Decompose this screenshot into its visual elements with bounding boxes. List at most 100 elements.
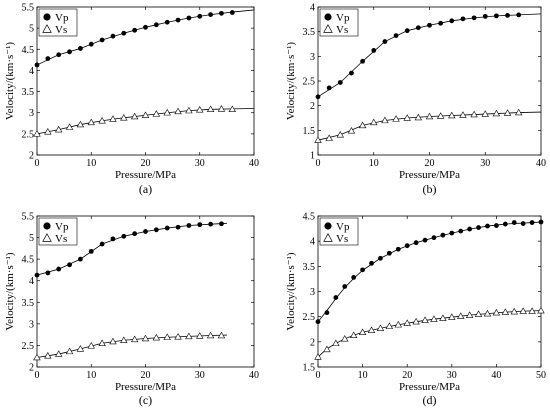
y-tick-label: 2.5 (303, 77, 316, 88)
data-point-vp (413, 240, 419, 246)
data-point-vs (130, 112, 139, 120)
data-point-vs (109, 115, 117, 122)
data-point-vp (143, 229, 148, 234)
data-point-vp (56, 266, 62, 272)
y-tick-label: 1.5 (303, 126, 316, 137)
data-point-vs (519, 307, 527, 314)
y-tick-label: 3 (310, 287, 315, 298)
y-axis-label: Velocity/(km·s⁻¹) (4, 252, 16, 330)
data-point-vp (197, 13, 203, 19)
data-point-vp (132, 27, 138, 33)
data-point-vp (438, 20, 444, 26)
legend-circle-marker (324, 222, 332, 230)
data-point-vs (141, 111, 150, 118)
data-point-vs (370, 118, 378, 126)
data-point-vp (186, 223, 192, 228)
data-point-vs (465, 311, 474, 318)
data-point-vs (481, 110, 489, 117)
data-point-vs (54, 125, 63, 133)
legend-circle-marker (43, 13, 51, 21)
data-point-vp (110, 33, 116, 39)
data-point-vp (471, 15, 477, 21)
x-tick-label: 40 (249, 370, 259, 381)
legend-label-vp: Vp (336, 12, 350, 24)
x-tick-label: 0 (316, 370, 321, 381)
x-tick-label: 10 (369, 158, 379, 169)
data-point-vs (403, 114, 411, 121)
data-point-vs (537, 306, 545, 314)
data-point-vs (403, 319, 411, 326)
x-tick-label: 10 (86, 370, 96, 381)
data-point-vp (45, 270, 51, 276)
data-point-vp (360, 58, 365, 64)
data-point-vs (430, 315, 438, 322)
data-point-vp (99, 241, 105, 247)
data-point-vp (110, 236, 116, 242)
data-point-vs (44, 351, 52, 359)
legend-label-vp: Vp (55, 221, 69, 233)
y-tick-label: 3 (29, 108, 34, 119)
data-point-vp (326, 85, 332, 91)
legend-label-vs: Vs (336, 24, 348, 36)
y-tick-label: 3.5 (22, 298, 35, 309)
data-point-vp (458, 228, 464, 234)
data-point-vs (439, 314, 447, 321)
y-tick-label: 3.5 (303, 262, 316, 273)
data-point-vp (467, 226, 473, 232)
y-tick-label: 5.5 (22, 212, 35, 223)
x-tick-label: 30 (195, 370, 205, 381)
data-point-vs (358, 121, 367, 129)
data-point-vp (393, 33, 399, 39)
data-point-vs (474, 310, 483, 317)
data-point-vs (76, 120, 85, 128)
data-point-vs (414, 113, 423, 121)
data-point-vs (174, 107, 182, 115)
data-point-vs (425, 112, 434, 120)
data-point-vp (324, 310, 330, 316)
panel-caption: (d) (423, 393, 437, 407)
data-point-vp (351, 275, 357, 280)
y-tick-label: 3.5 (303, 27, 316, 38)
data-point-vs (109, 337, 117, 345)
panel-caption: (c) (139, 393, 152, 407)
data-point-vs (152, 333, 161, 341)
y-tick-label: 5 (29, 233, 34, 244)
data-point-vs (87, 342, 95, 349)
legend-label-vp: Vp (55, 12, 69, 24)
data-point-vs (185, 106, 193, 114)
data-point-vp (476, 225, 481, 230)
data-point-vs (483, 309, 492, 317)
y-tick-label: 3 (310, 52, 315, 63)
data-point-vs (501, 308, 510, 315)
data-point-vs (185, 332, 193, 340)
x-tick-label: 20 (141, 370, 151, 381)
data-point-vs (448, 313, 456, 320)
data-point-vs (44, 127, 52, 135)
fit-curve-vs (317, 310, 542, 358)
x-tick-label: 20 (141, 158, 151, 169)
data-point-vs (206, 331, 215, 339)
x-tick-label: 0 (35, 158, 40, 169)
data-point-vp (208, 221, 214, 227)
x-tick-label: 20 (402, 370, 412, 381)
data-point-vs (314, 136, 322, 143)
data-point-vp (56, 52, 62, 58)
data-point-vp (315, 319, 321, 325)
data-point-vp (494, 13, 499, 19)
data-point-vp (197, 222, 203, 228)
data-point-vp (449, 18, 455, 24)
data-point-vs (217, 331, 226, 339)
data-point-vs (412, 317, 420, 325)
panel-b: 0 10 20 30 40 1 1.5 2 2.5 3 3.5 4 Pressure/MPa Veloci… (285, 3, 546, 197)
data-point-vp (175, 224, 181, 230)
data-point-vs (65, 123, 74, 130)
legend-box (319, 217, 359, 246)
y-axis-label: Velocity/(km·s⁻¹) (4, 42, 16, 120)
data-point-vp (153, 227, 159, 233)
x-axis-label: Pressure/MPa (399, 381, 460, 393)
data-point-vs (436, 112, 445, 119)
y-tick-label: 1.5 (303, 363, 316, 374)
panel-d: 0 10 20 30 40 50 1.5 2 2.5 3 3.5 4 4.5 Pressure/MPa Ve… (285, 212, 546, 408)
data-point-vs (76, 345, 85, 352)
